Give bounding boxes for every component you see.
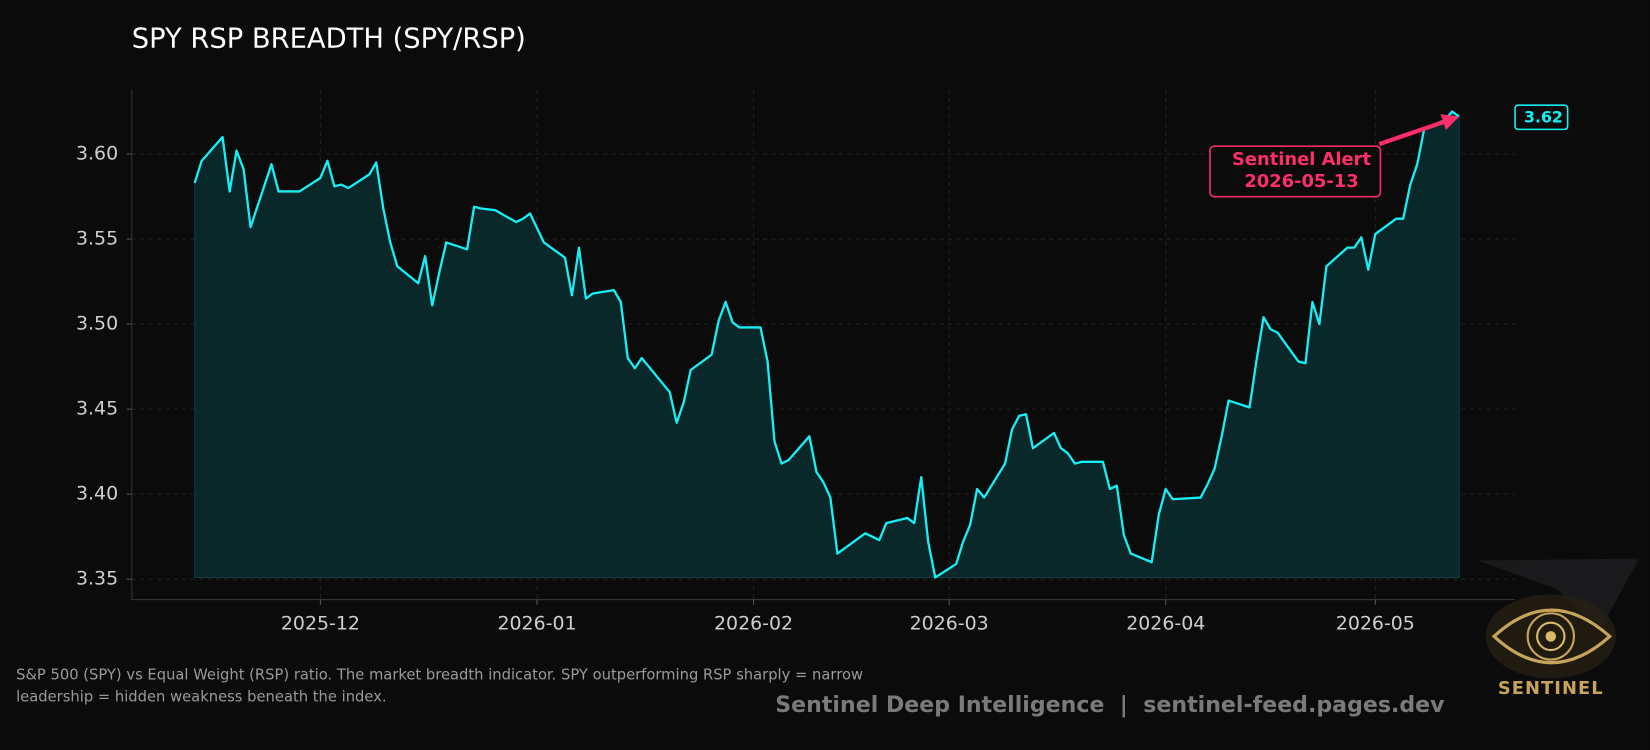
y-tick-label: 3.55 — [76, 228, 118, 250]
x-tick-label: 2026-05 — [1336, 612, 1415, 634]
annotation: Sentinel Alert 2026-05-13 — [1209, 114, 1460, 198]
credit: Sentinel Deep Intelligence | sentinel-fe… — [775, 693, 1445, 718]
logo-pupil — [1545, 631, 1557, 642]
annotation-date: 2026-05-13 — [1244, 171, 1358, 192]
y-tick-label: 3.45 — [76, 398, 118, 420]
chart-title: SPY RSP BREADTH (SPY/RSP) — [132, 23, 526, 54]
x-tick-label: 2025-12 — [281, 612, 360, 634]
logo-eye — [1491, 608, 1613, 665]
annotation-arrow — [1378, 120, 1444, 147]
x-tick-label: 2026-02 — [714, 612, 793, 634]
caption: S&P 500 (SPY) vs Equal Weight (RSP) rati… — [16, 666, 863, 706]
x-tick-label: 2026-04 — [1126, 612, 1205, 634]
logo: SENTINEL — [1478, 558, 1640, 699]
y-tick-label: 3.50 — [76, 313, 118, 335]
line — [193, 110, 1460, 579]
y-tick-label: 3.35 — [76, 568, 118, 590]
logo-iris — [1526, 612, 1575, 661]
x-tick-label: 2026-01 — [497, 612, 576, 634]
last-value-box — [1514, 104, 1569, 131]
annotation-arrowhead — [1440, 114, 1460, 131]
y-tick-label: 3.60 — [76, 143, 118, 165]
caption-box: S&P 500 (SPY) vs Equal Weight (RSP) rati… — [16, 666, 863, 706]
logo-ring — [1536, 621, 1566, 652]
annotation-title: Sentinel Alert — [1232, 149, 1371, 170]
x-tick-label: 2026-03 — [910, 612, 989, 634]
y-tick-label: 3.40 — [76, 483, 118, 505]
last-value-label: 3.62 — [1524, 107, 1563, 126]
annotation-box — [1209, 145, 1382, 198]
plot: 3.35 3.40 3.45 3.50 3.55 3.60 2025-12 2026-01 20… — [76, 89, 1569, 634]
logo-text: SENTINEL — [1498, 678, 1604, 699]
